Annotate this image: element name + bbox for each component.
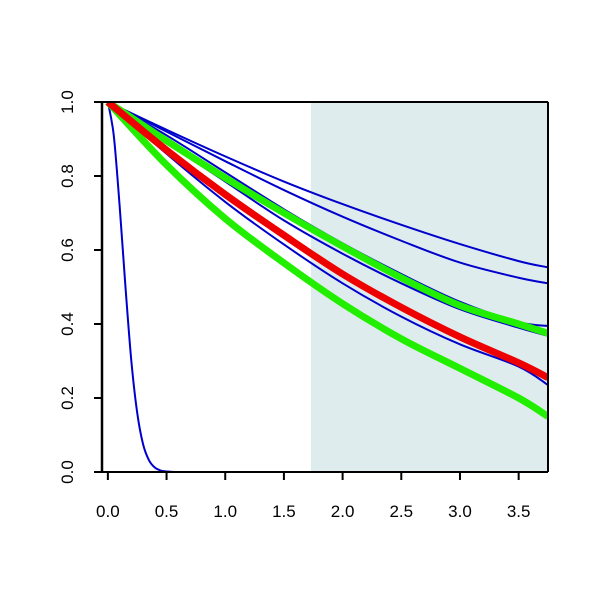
series-line-7 <box>105 102 548 337</box>
y-tick-label-1: 0.0 <box>58 460 77 484</box>
series-line-9 <box>105 102 548 381</box>
series-line-8 <box>105 102 548 420</box>
series-line-6 <box>107 102 548 386</box>
x-tick-label-3: 1.0 <box>213 502 237 521</box>
y-tick-label-4: 0.6 <box>58 238 77 262</box>
series-line-2 <box>107 102 548 269</box>
x-tick-label-6: 2.5 <box>389 502 413 521</box>
y-tick-label-6: 1.0 <box>58 90 77 114</box>
series-line-1 <box>106 102 548 472</box>
x-tick-label-8: 3.5 <box>507 502 531 521</box>
x-tick-label-2: 0.5 <box>155 502 179 521</box>
series-line-3 <box>107 102 548 285</box>
x-tick-label-5: 2.0 <box>331 502 355 521</box>
y-tick-label-3: 0.4 <box>58 312 77 336</box>
x-tick-label-1: 0.0 <box>96 502 120 521</box>
x-tick-label-4: 1.5 <box>272 502 296 521</box>
y-tick-label-5: 0.8 <box>58 164 77 188</box>
y-tick-label-2: 0.2 <box>58 386 77 410</box>
x-tick-label-7: 3.0 <box>448 502 472 521</box>
